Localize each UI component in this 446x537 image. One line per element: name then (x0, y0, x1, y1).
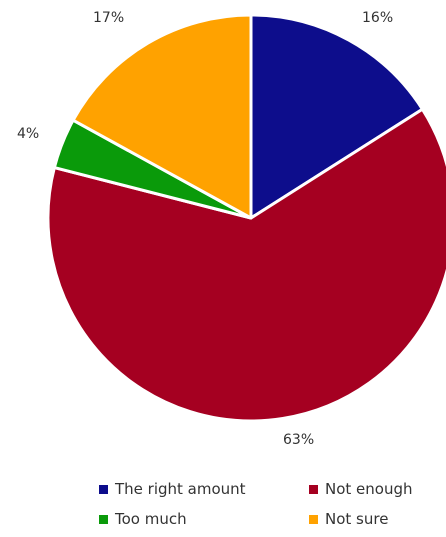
legend-item-not-sure: Not sure (309, 510, 388, 528)
legend-swatch-too-much (99, 514, 108, 524)
pie-slice-not-enough (46, 107, 446, 423)
pie-slice-not-sure (71, 13, 253, 220)
legend-label-the-right-amount: The right amount (115, 480, 246, 498)
data-label-not-enough: 63% (283, 432, 315, 448)
legend-swatch-not-sure (309, 514, 318, 524)
legend-item-not-enough: Not enough (309, 480, 413, 498)
data-label-not-sure: 17% (93, 10, 125, 26)
legend-item-the-right-amount: The right amount (99, 480, 246, 498)
data-label-too-much: 4% (17, 126, 40, 142)
legend-swatch-not-enough (309, 484, 318, 494)
legend-label-not-enough: Not enough (325, 480, 413, 498)
pie-slice-the-right-amount (249, 13, 424, 220)
legend-swatch-the-right-amount (99, 484, 108, 494)
data-label-the-right-amount: 16% (362, 10, 394, 26)
legend-label-too-much: Too much (115, 510, 187, 528)
legend-item-too-much: Too much (99, 510, 187, 528)
legend-label-not-sure: Not sure (325, 510, 389, 528)
